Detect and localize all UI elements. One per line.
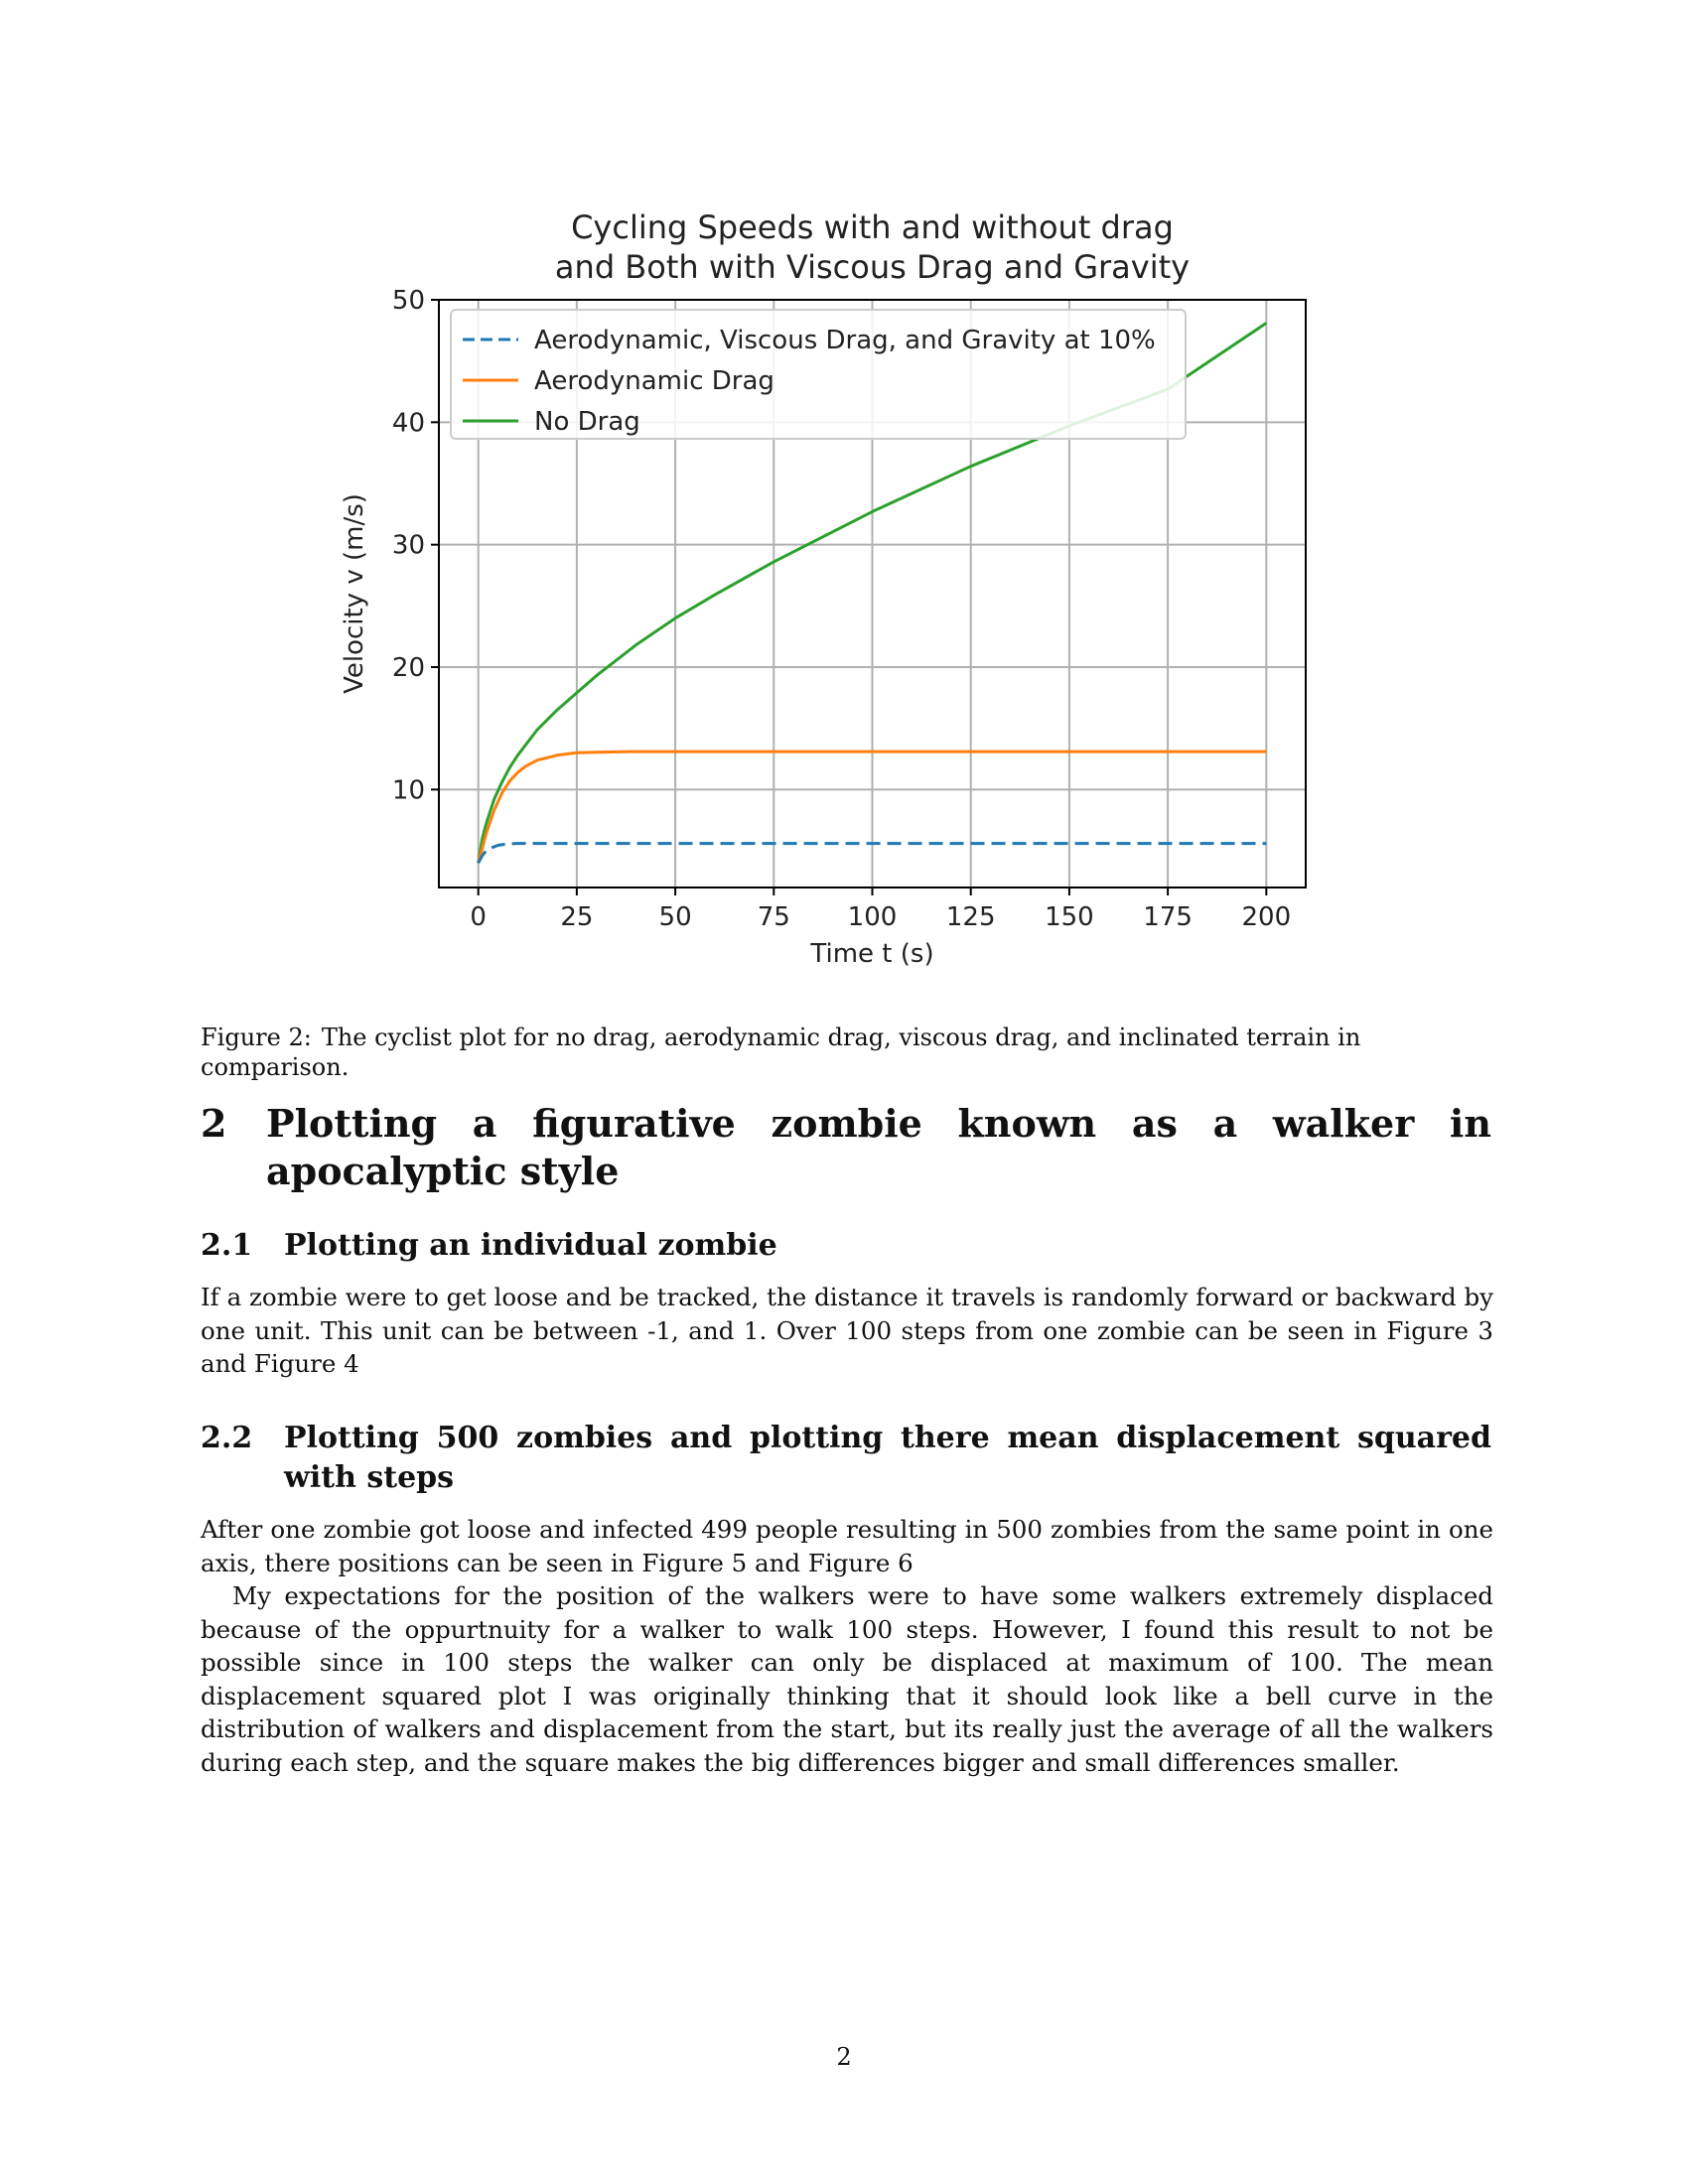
section-2-number: 2: [201, 1101, 227, 1146]
x-tick-label: 75: [758, 902, 790, 932]
x-tick-label: 150: [1045, 902, 1094, 932]
y-axis-label: Velocity v (m/s): [340, 493, 369, 694]
x-axis-label: Time t (s): [809, 939, 933, 969]
y-tick-label: 20: [392, 653, 425, 683]
subsection-2-1-title: Plotting an individual zombie: [284, 1228, 777, 1263]
subsection-2-2-title: Plotting 500 zombies and plotting there …: [284, 1421, 1491, 1495]
y-tick-label: 40: [392, 408, 425, 438]
series-line-no-drag: [477, 322, 1268, 864]
subsection-2-1-heading: 2.1 Plotting an individual zombie: [201, 1226, 1491, 1266]
figure-caption: Figure 2: The cyclist plot for no drag, a…: [201, 1023, 1491, 1082]
y-tick-label: 10: [392, 775, 425, 805]
legend-box: [450, 309, 1187, 440]
page-number: 2: [836, 2043, 852, 2071]
cycling-speeds-chart: 0 25 50 75 100 125 150 175 200 10 20 30 40 50 Aerodyn…: [340, 208, 1307, 969]
series-line-aerodynamic-drag: [477, 750, 1267, 864]
y-tick-label: 30: [392, 531, 425, 561]
paragraph-2-2-b: My expectations for the position of the …: [201, 1581, 1493, 1777]
x-tick-label: 200: [1241, 902, 1291, 932]
x-tick-label: 100: [848, 902, 898, 932]
section-2-heading: 2 Plotting a figurative zombie known as …: [201, 1100, 1491, 1195]
subsection-2-2-heading: 2.2 Plotting 500 zombies and plotting th…: [201, 1419, 1491, 1498]
paragraph-2-1: If a zombie were to get loose and be tra…: [201, 1283, 1493, 1378]
figure-2: 0 25 50 75 100 125 150 175 200 10 20 30 40 50 Aerodyn…: [318, 199, 1350, 993]
chart-title-line-2: and Both with Viscous Drag and Gravity: [555, 248, 1190, 286]
x-tick-label: 0: [470, 902, 487, 932]
figure-caption-text: The cyclist plot for no drag, aerodynami…: [201, 1024, 1361, 1081]
legend-label: Aerodynamic Drag: [534, 366, 774, 396]
subsection-2-1-number: 2.1: [201, 1228, 253, 1263]
legend-label: No Drag: [534, 407, 640, 437]
chart-title-line-1: Cycling Speeds with and without drag: [571, 208, 1174, 246]
figure-caption-label: Figure 2:: [201, 1024, 312, 1051]
subsection-2-2-number: 2.2: [201, 1421, 253, 1455]
section-2-title: Plotting a figurative zombie known as a …: [266, 1101, 1491, 1193]
x-tick-label: 50: [659, 902, 692, 932]
x-tick-label: 125: [946, 902, 996, 932]
paragraph-2-2-a: After one zombie got loose and infected …: [201, 1515, 1493, 1577]
legend-label: Aerodynamic, Viscous Drag, and Gravity a…: [534, 326, 1156, 355]
x-tick-label: 25: [560, 902, 593, 932]
y-tick-label: 50: [392, 286, 425, 316]
x-tick-label: 175: [1143, 902, 1193, 932]
